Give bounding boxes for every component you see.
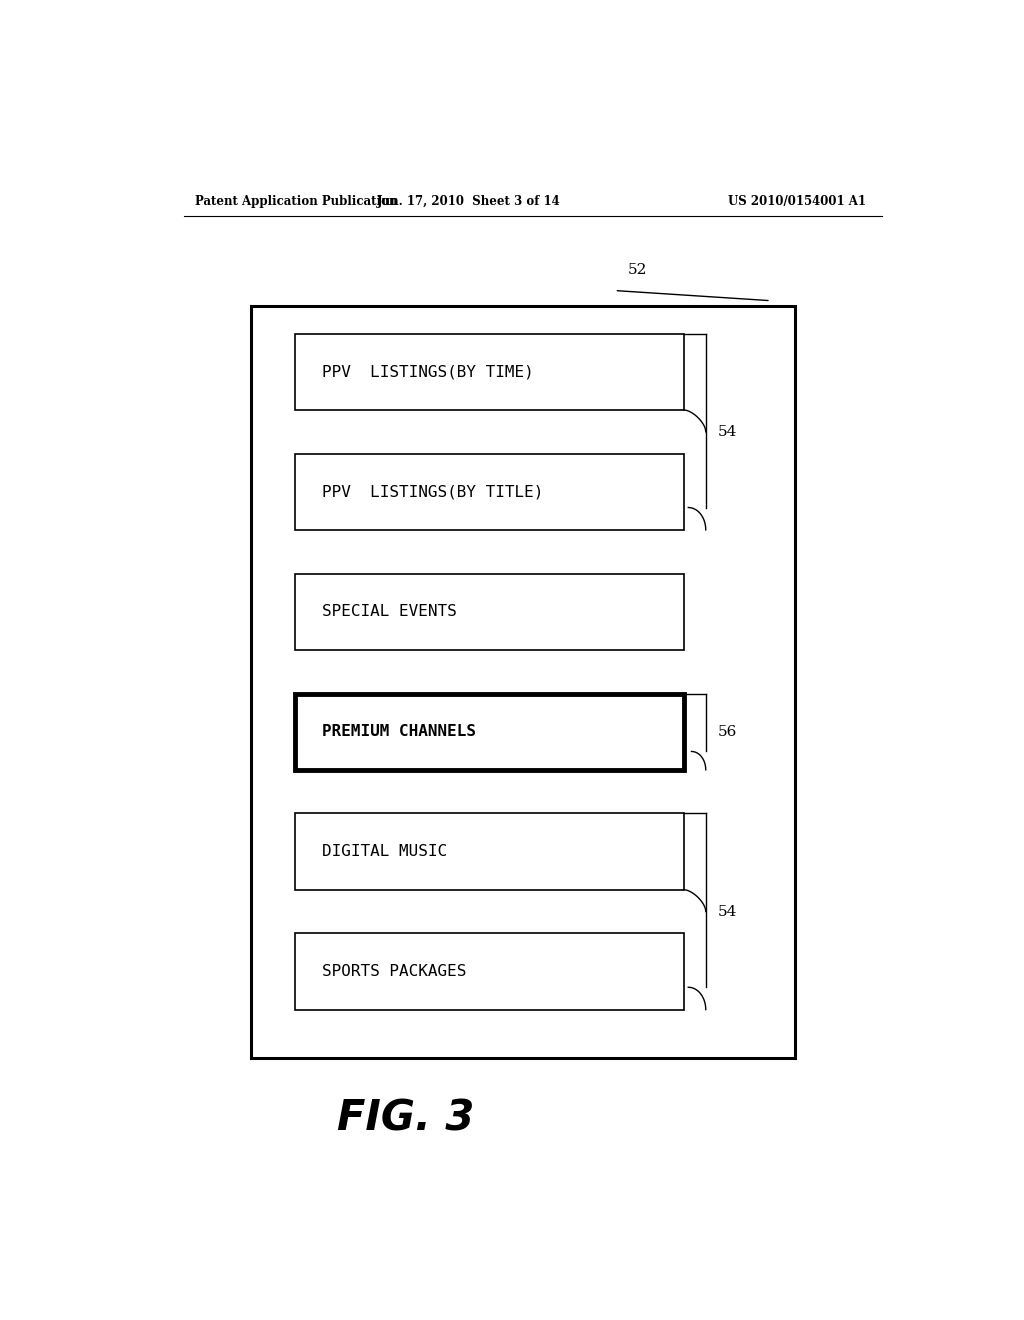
Text: 54: 54 <box>718 425 737 438</box>
Text: Patent Application Publication: Patent Application Publication <box>196 194 398 207</box>
Text: DIGITAL MUSIC: DIGITAL MUSIC <box>322 843 447 859</box>
Text: 52: 52 <box>628 263 647 277</box>
Text: FIG. 3: FIG. 3 <box>337 1098 474 1140</box>
Bar <box>295 933 684 1010</box>
Bar <box>295 574 684 649</box>
Text: PPV  LISTINGS(BY TIME): PPV LISTINGS(BY TIME) <box>322 364 534 379</box>
Text: SPORTS PACKAGES: SPORTS PACKAGES <box>322 964 466 979</box>
Bar <box>295 334 684 411</box>
Text: US 2010/0154001 A1: US 2010/0154001 A1 <box>728 194 866 207</box>
Text: 56: 56 <box>718 725 737 739</box>
Text: PPV  LISTINGS(BY TITLE): PPV LISTINGS(BY TITLE) <box>322 484 544 499</box>
Text: PREMIUM CHANNELS: PREMIUM CHANNELS <box>322 725 476 739</box>
Bar <box>295 454 684 529</box>
Bar <box>295 693 684 770</box>
Bar <box>251 306 795 1057</box>
Text: 54: 54 <box>718 904 737 919</box>
Bar <box>295 813 684 890</box>
Text: SPECIAL EVENTS: SPECIAL EVENTS <box>322 605 457 619</box>
Text: Jun. 17, 2010  Sheet 3 of 14: Jun. 17, 2010 Sheet 3 of 14 <box>378 194 561 207</box>
